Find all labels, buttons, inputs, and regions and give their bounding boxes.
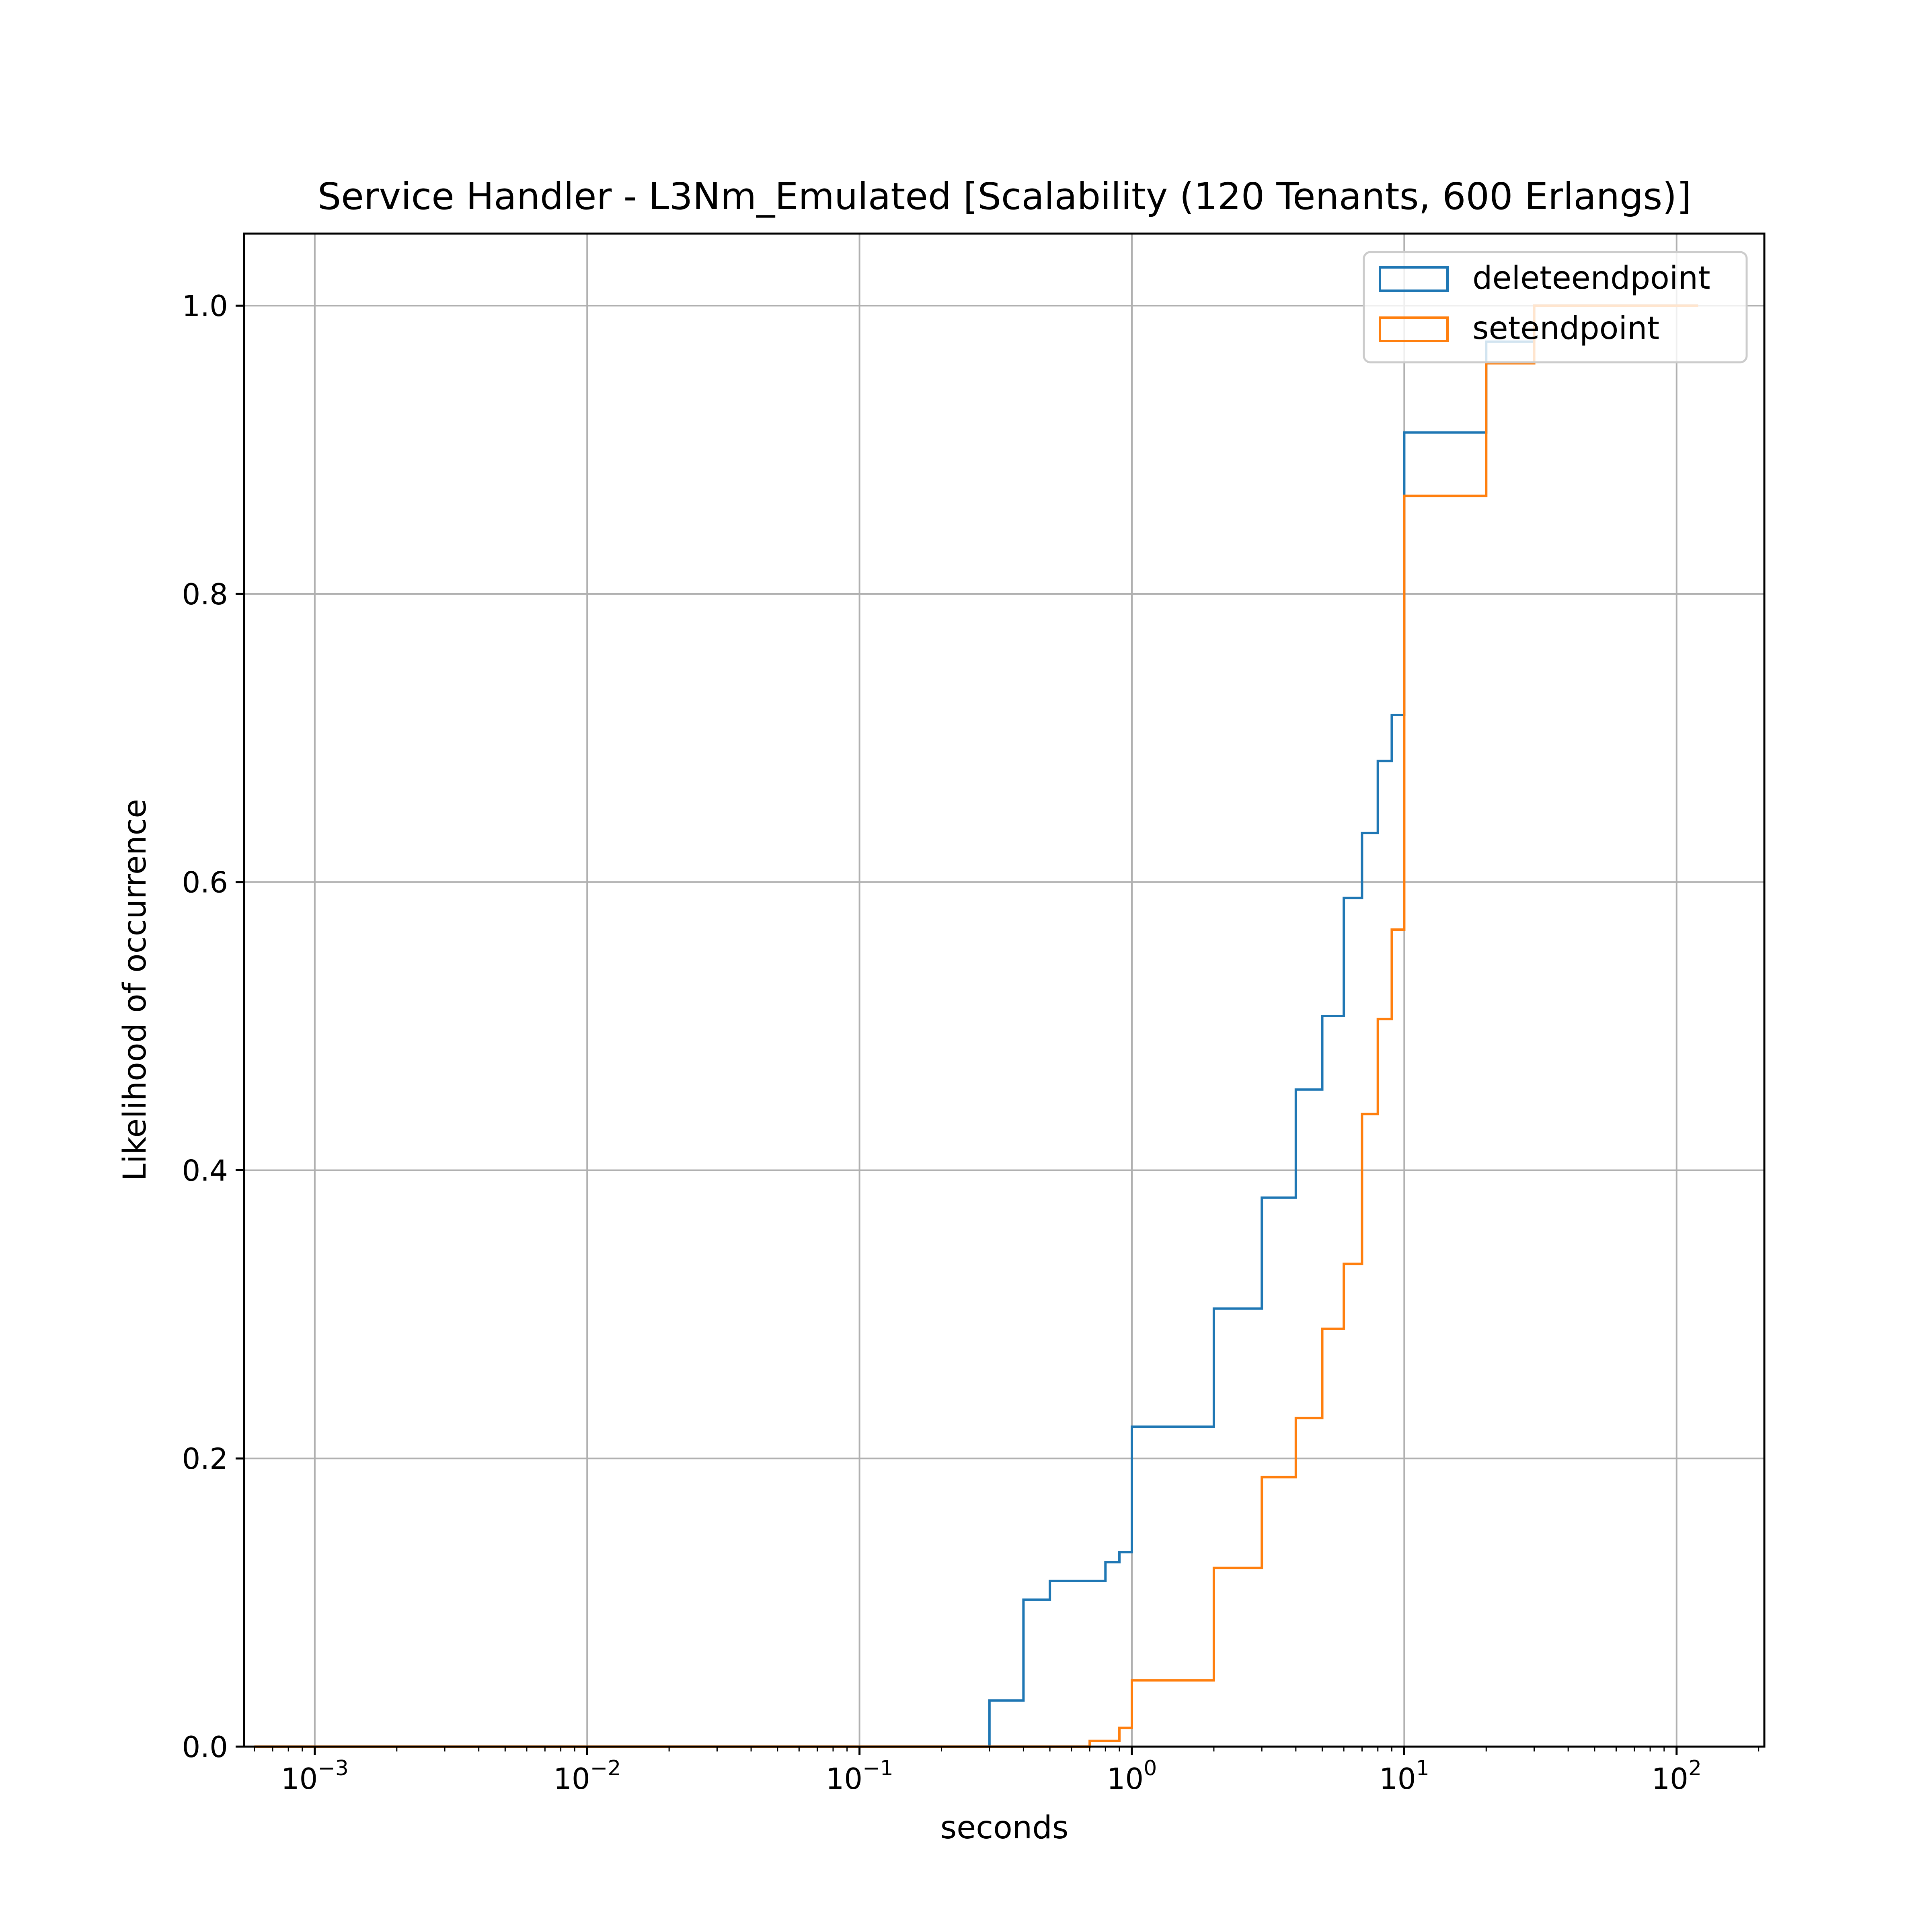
x-tick-label: 101 (1379, 1756, 1429, 1796)
legend-frame (1363, 251, 1748, 363)
y-tick-label: 0.0 (182, 1730, 228, 1764)
legend-label-setendpoint: setendpoint (1472, 310, 1659, 347)
legend-swatch-setendpoint (1379, 316, 1449, 342)
x-tick-label: 100 (1107, 1756, 1157, 1796)
legend-label-deleteendpoint: deleteendpoint (1472, 260, 1710, 296)
legend: deleteendpoint setendpoint (1363, 251, 1748, 363)
x-tick-label: 102 (1651, 1756, 1702, 1796)
y-axis-label: Likelihood of occurrence (117, 799, 153, 1181)
y-tick-label: 1.0 (182, 289, 228, 323)
plot-area-frame (243, 232, 1766, 1748)
axis-ticks: 10−3 10−2 10−1 100 101 102 0.0 0.2 0.4 0.6 0.8 1.0 (182, 289, 1760, 1796)
y-tick-label: 0.2 (182, 1442, 228, 1476)
x-tick-label: 10−2 (553, 1756, 621, 1796)
chart-title: Service Handler - L3Nm_Emulated [Scalabi… (318, 175, 1691, 218)
series-layer (254, 304, 1698, 1748)
x-tick-label: 10−1 (825, 1756, 893, 1796)
y-tick-label: 0.4 (182, 1154, 228, 1187)
x-tick-label: 10−3 (281, 1756, 349, 1796)
series-line-setendpoint (254, 304, 1698, 1748)
grid-lines (244, 234, 1764, 1747)
y-tick-label: 0.6 (182, 866, 228, 899)
x-axis-label: seconds (940, 1810, 1069, 1846)
legend-swatch-deleteendpoint (1379, 266, 1449, 292)
y-tick-label: 0.8 (182, 577, 228, 611)
